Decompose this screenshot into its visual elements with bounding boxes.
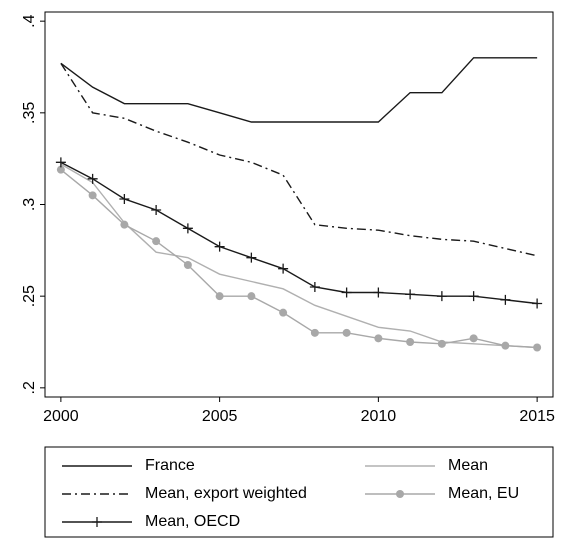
marker [436, 291, 447, 302]
marker [469, 334, 478, 343]
legend-frame [44, 446, 554, 538]
series-line [60, 62, 538, 257]
marker [88, 191, 97, 200]
y-tick-label: .4 [21, 14, 38, 27]
marker [215, 292, 224, 301]
marker [152, 237, 161, 246]
marker [120, 220, 129, 229]
legend-label: Mean [448, 457, 488, 474]
x-tick-label: 2000 [43, 408, 79, 425]
series-line [60, 57, 538, 123]
marker [247, 292, 256, 301]
marker [278, 263, 289, 274]
marker [374, 334, 383, 343]
marker [310, 328, 319, 337]
marker [183, 261, 192, 269]
marker [55, 157, 66, 168]
series-line [60, 169, 538, 349]
marker [406, 338, 415, 346]
marker [468, 291, 479, 302]
marker [151, 205, 162, 215]
marker [396, 490, 404, 498]
marker [119, 194, 130, 204]
marker [500, 294, 511, 305]
marker [246, 252, 257, 263]
marker [532, 298, 543, 309]
legend-label: Mean, EU [448, 485, 519, 502]
marker [309, 282, 320, 292]
x-tick-label: 2010 [361, 408, 397, 425]
marker [405, 289, 416, 300]
marker [437, 339, 446, 348]
y-tick-label: .25 [21, 285, 38, 307]
marker [533, 343, 542, 352]
x-tick-label: 2005 [202, 408, 238, 425]
legend-label: France [145, 457, 195, 474]
marker [279, 308, 288, 317]
marker [373, 287, 384, 298]
y-tick-label: .2 [21, 381, 38, 394]
y-tick-label: .3 [21, 198, 38, 211]
y-tick-label: .35 [21, 102, 38, 124]
series-line [60, 161, 538, 305]
marker [342, 328, 351, 337]
series-line [60, 163, 538, 349]
marker [92, 517, 102, 527]
marker [341, 287, 352, 298]
marker [182, 223, 193, 234]
marker [214, 241, 225, 252]
marker [56, 165, 65, 174]
legend-label: Mean, export weighted [145, 485, 307, 502]
marker [87, 173, 98, 184]
legend-label: Mean, OECD [145, 513, 240, 530]
marker [501, 341, 510, 350]
x-tick-label: 2015 [519, 408, 555, 425]
